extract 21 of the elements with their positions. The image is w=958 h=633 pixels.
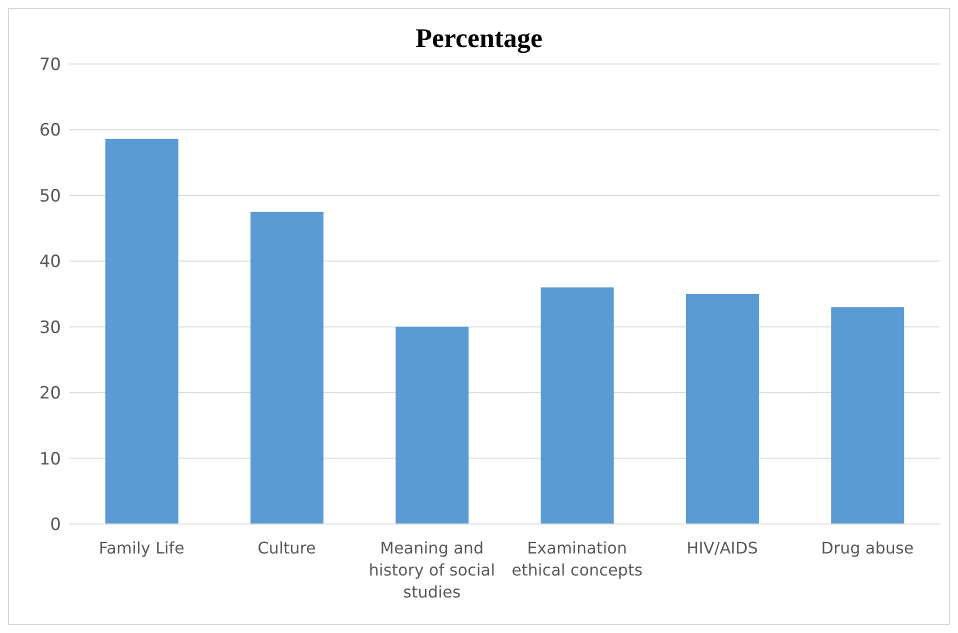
y-tick-label: 10 bbox=[39, 449, 61, 470]
bar bbox=[686, 294, 759, 524]
bar bbox=[250, 212, 324, 524]
y-tick-label: 50 bbox=[39, 186, 61, 206]
chart-title: Percentage bbox=[414, 23, 544, 54]
bar bbox=[831, 307, 904, 524]
y-tick-label: 30 bbox=[39, 318, 61, 338]
y-tick-label: 20 bbox=[39, 384, 61, 404]
y-tick-label: 70 bbox=[39, 55, 61, 76]
x-tick-label: Culture bbox=[258, 538, 316, 558]
bar bbox=[396, 326, 469, 524]
x-tick-label: Meaning and history of social studies bbox=[368, 538, 496, 602]
x-tick-label: HIV/AIDS bbox=[686, 538, 758, 558]
y-tick-label: 0 bbox=[50, 515, 61, 536]
bar bbox=[540, 287, 614, 524]
y-tick-label: 60 bbox=[39, 120, 61, 141]
y-tick-label: 40 bbox=[39, 252, 61, 272]
x-tick-label: Drug abuse bbox=[821, 538, 914, 558]
x-tick-label: Family Life bbox=[98, 538, 184, 558]
x-tick-label: Examination ethical concepts bbox=[512, 538, 643, 580]
bar bbox=[105, 138, 178, 524]
